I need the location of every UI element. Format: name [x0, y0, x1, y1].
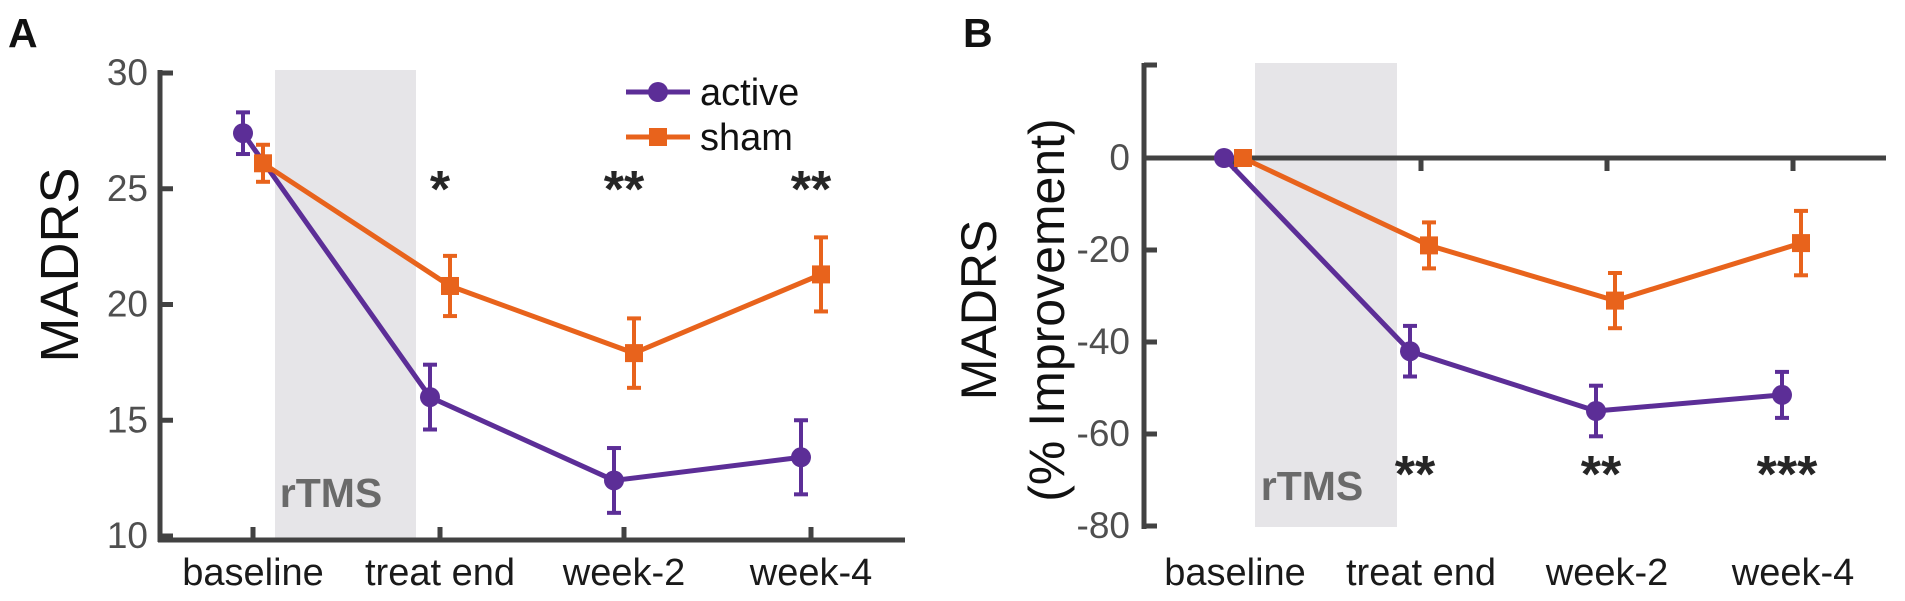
panel-b-xlabel-treat-end: treat end: [1346, 552, 1496, 594]
panel-b-active-marker-week-2: [1586, 401, 1606, 421]
panel-b-xlabel-week-4: week-4: [1731, 552, 1855, 594]
panel-b-significance-treat-end: **: [1395, 446, 1436, 504]
panel-a-xlabel-treat-end: treat end: [365, 552, 515, 594]
panel-b-significance-week-2: **: [1581, 446, 1622, 504]
panel-a-xlabel-baseline: baseline: [182, 552, 324, 594]
panel-b-sham-marker-week-2: [1606, 291, 1624, 310]
panel-a-sham-marker-week-4: [812, 265, 830, 284]
panel-b-rtms-band-label: rTMS: [1261, 463, 1364, 509]
panel-a-ytick-label-10: 10: [107, 515, 148, 556]
panel-b-rtms-band: [1255, 63, 1397, 527]
panel-b-active-marker-baseline: [1214, 148, 1234, 168]
panel-a-sham-marker-baseline: [254, 154, 272, 173]
panel-a-legend-sham-label: sham: [700, 117, 793, 159]
panel-a-ytick-label-25: 25: [107, 168, 148, 209]
panel-b-series-active-line: [1222, 156, 1783, 414]
panel-a-active-marker-baseline: [233, 123, 253, 144]
panel-b-xlabel-week-2: week-2: [1545, 552, 1669, 594]
panel-a-ytick-label-30: 30: [107, 52, 148, 93]
panel-a-ylabel: MADRS: [30, 167, 90, 362]
panel-a-xlabel-week-2: week-2: [562, 552, 686, 594]
panel-a-series-active-line: [240, 131, 802, 483]
panel-a-legend-active-marker: [648, 82, 668, 102]
panel-a-series-sham-line: [261, 161, 822, 356]
panel-a-xlabel-week-4: week-4: [749, 552, 873, 594]
panel-a-sham-marker-week-2: [625, 344, 643, 363]
panel-b-sham-marker-treat-end: [1420, 236, 1438, 255]
panel-a-significance-treat-end: *: [430, 161, 451, 219]
panel-a-legend-active-label: active: [700, 72, 799, 114]
panel-b-sham-marker-baseline: [1234, 149, 1252, 167]
panel-a-significance-week-2: **: [604, 161, 645, 219]
panel-a-significance-week-4: **: [791, 161, 832, 219]
panel-a-rtms-band: [275, 70, 416, 540]
panel-a-rtms-band-label: rTMS: [280, 470, 383, 516]
panel-b-ytick-label--20: -20: [1077, 229, 1130, 270]
panel-b-active-marker-week-4: [1772, 384, 1792, 405]
panel-a-active-marker-week-2: [604, 470, 624, 491]
panel-a-active-marker-week-4: [791, 447, 811, 468]
panel-b-series-sham-line: [1241, 155, 1802, 304]
panel-a-ytick-label-20: 20: [107, 284, 148, 325]
panel-b-significance-week-4: ***: [1757, 446, 1818, 504]
panel-b-label: B: [963, 10, 993, 56]
panel-b-ytick-label--40: -40: [1077, 321, 1130, 362]
panel-b-xlabel-baseline: baseline: [1164, 552, 1306, 594]
panel-b-ytick-label-0: 0: [1109, 137, 1130, 178]
panel-b-ylabel: MADRS (% Improvement): [951, 118, 1075, 501]
panel-a-active-marker-treat-end: [420, 387, 440, 408]
panel-b-ylabel-line-2: (% Improvement): [1019, 118, 1075, 501]
panel-b-active-marker-treat-end: [1400, 341, 1420, 362]
panel-b-ytick-label--60: -60: [1077, 413, 1130, 454]
panel-b-ytick-label--80: -80: [1077, 505, 1130, 546]
panel-b-sham-marker-week-4: [1792, 234, 1810, 253]
panel-a-label: A: [8, 10, 38, 56]
panel-a-sham-marker-treat-end: [441, 276, 459, 295]
panel-b-ylabel-line-1: MADRS: [951, 220, 1007, 401]
panel-a-legend-sham-marker: [649, 128, 667, 146]
panel-a-ytick-label-15: 15: [107, 399, 148, 440]
